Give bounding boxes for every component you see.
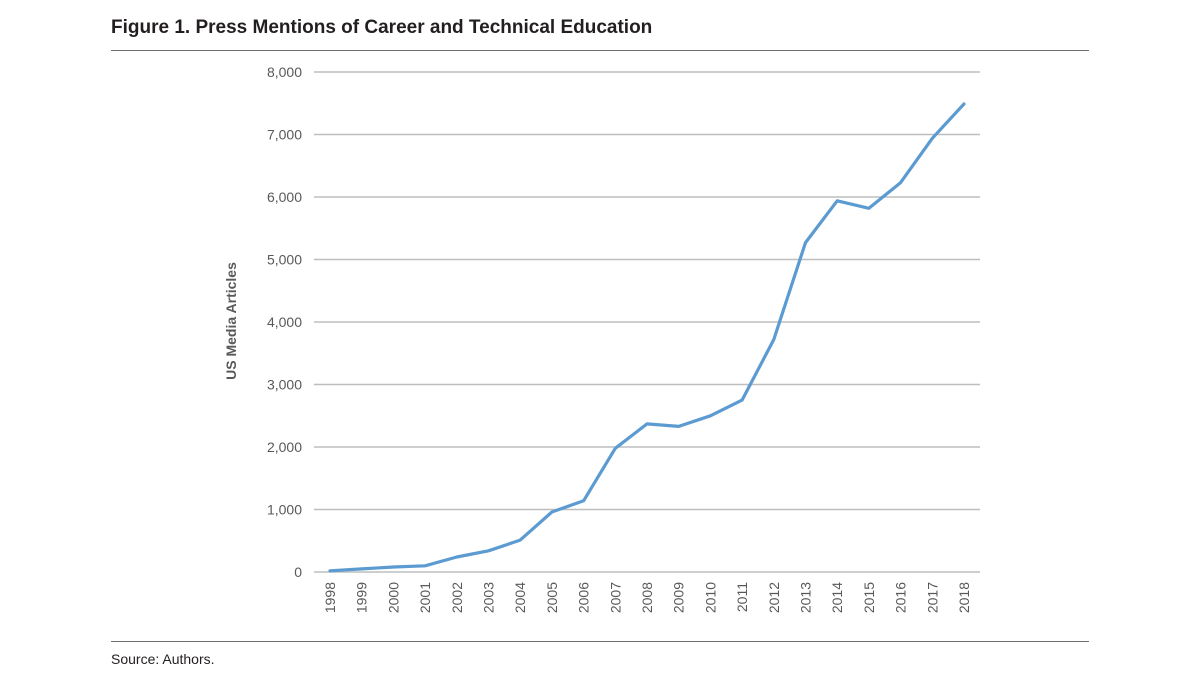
gridlines [314, 71, 980, 573]
series-line [328, 102, 966, 573]
x-tick-label: 2007 [607, 582, 623, 613]
series-group [328, 102, 966, 573]
top-rule [111, 50, 1089, 51]
x-tick-label: 2008 [639, 582, 655, 613]
x-tick-label: 2011 [734, 582, 750, 612]
x-tick-label: 2003 [481, 582, 497, 613]
y-tick-label: 3,000 [267, 377, 302, 393]
x-tick-label: 2015 [861, 582, 877, 613]
x-tick-label: 1998 [322, 582, 338, 613]
y-tick-label: 5,000 [267, 252, 302, 268]
y-tick-label: 6,000 [267, 189, 302, 205]
y-tick-label: 1,000 [267, 502, 302, 518]
figure-title: Figure 1. Press Mentions of Career and T… [111, 17, 653, 38]
x-tick-label: 2002 [449, 582, 465, 613]
x-tick-label: 2013 [798, 582, 814, 613]
x-tick-label: 2004 [512, 582, 528, 613]
y-tick-label: 0 [294, 564, 302, 580]
y-axis-label: US Media Articles [223, 262, 239, 380]
y-tick-label: 7,000 [267, 127, 302, 143]
x-tick-label: 2016 [893, 582, 909, 613]
x-tick-label: 2001 [417, 582, 433, 613]
x-tick-label: 2014 [829, 582, 845, 613]
x-tick-label: 2017 [924, 582, 940, 613]
bottom-rule [111, 641, 1089, 642]
y-axis-ticks: 0 1,000 2,000 3,000 4,000 5,000 6,000 7,000 8,00… [267, 64, 302, 580]
x-tick-label: 2006 [576, 582, 592, 613]
y-tick-label: 2,000 [267, 439, 302, 455]
x-tick-label: 2000 [385, 582, 401, 613]
y-tick-label: 4,000 [267, 314, 302, 330]
x-tick-label: 2005 [544, 582, 560, 613]
source-note: Source: Authors. [111, 651, 215, 667]
x-tick-label: 2012 [766, 582, 782, 613]
x-tick-label: 2018 [956, 582, 972, 613]
y-tick-label: 8,000 [267, 64, 302, 80]
x-tick-label: 2009 [671, 582, 687, 613]
x-tick-label: 2010 [702, 582, 718, 613]
x-tick-label: 1999 [354, 582, 370, 613]
x-axis-ticks: 1998 1999 2000 2001 2002 2003 2004 2005 2006 2007… [322, 582, 972, 613]
